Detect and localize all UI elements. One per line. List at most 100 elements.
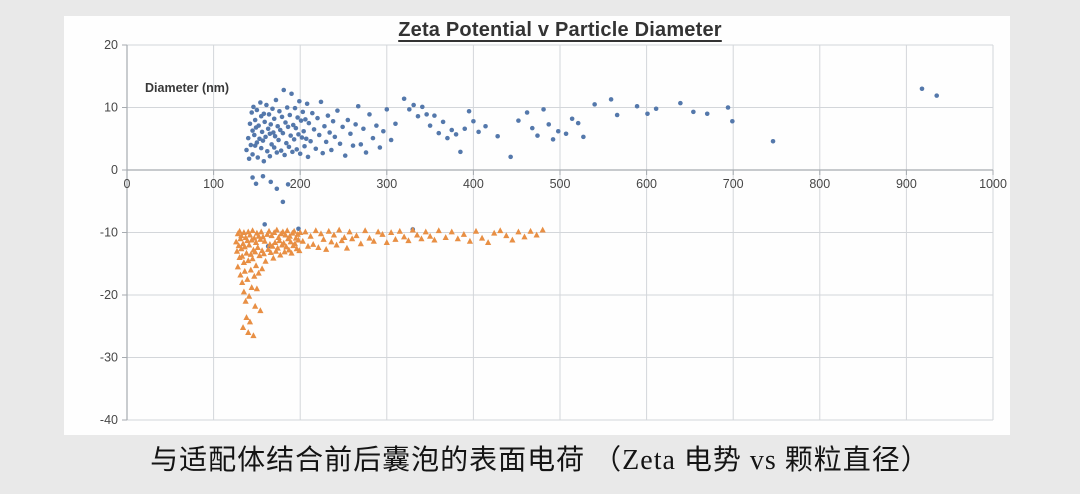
data-point-orange-triangles: [258, 228, 265, 235]
data-point-orange-triangles: [521, 233, 528, 240]
data-point-blue-dots: [297, 151, 303, 157]
data-point-blue-dots: [462, 126, 468, 132]
data-point-orange-triangles: [245, 329, 252, 335]
data-point-blue-dots: [299, 135, 305, 140]
data-point-orange-triangles: [370, 237, 377, 244]
data-point-orange-triangles: [409, 226, 416, 233]
data-point-blue-dots: [279, 114, 285, 120]
data-point-blue-dots: [476, 129, 481, 135]
x-tick-label: 400: [463, 177, 484, 191]
data-point-orange-triangles: [277, 251, 284, 258]
data-point-blue-dots: [608, 97, 614, 102]
data-point-blue-dots: [297, 98, 302, 104]
data-point-orange-triangles: [248, 236, 255, 243]
data-point-orange-triangles: [239, 279, 246, 285]
data-point-orange-triangles: [491, 229, 498, 236]
data-point-blue-dots: [253, 181, 259, 187]
data-point-blue-dots: [581, 134, 586, 140]
data-point-orange-triangles: [414, 231, 421, 238]
data-point-blue-dots: [306, 120, 312, 126]
data-point-orange-triangles: [239, 324, 247, 330]
data-point-blue-dots: [277, 127, 283, 133]
data-point-blue-dots: [273, 97, 279, 103]
x-tick-label: 600: [636, 177, 657, 191]
data-point-orange-triangles: [248, 284, 255, 290]
data-point-orange-triangles: [362, 227, 369, 234]
data-point-orange-triangles: [238, 245, 245, 252]
data-point-orange-triangles: [276, 237, 283, 244]
data-point-orange-triangles: [265, 245, 272, 252]
data-point-orange-triangles: [291, 240, 299, 247]
data-point-blue-dots: [678, 100, 683, 106]
data-point-blue-dots: [730, 118, 735, 124]
data-point-blue-dots: [361, 126, 366, 132]
data-point-blue-dots: [260, 173, 266, 179]
x-tick-label: 800: [809, 177, 830, 191]
data-point-blue-dots: [401, 96, 407, 102]
data-point-blue-dots: [276, 137, 281, 143]
data-point-blue-dots: [244, 147, 249, 153]
x-tick-label: 0: [124, 177, 131, 191]
data-point-orange-triangles: [243, 249, 250, 256]
data-point-orange-triangles: [247, 266, 254, 273]
data-point-blue-dots: [471, 118, 476, 124]
data-point-orange-triangles: [286, 232, 293, 239]
data-point-blue-dots: [332, 134, 338, 140]
data-point-orange-triangles: [244, 237, 251, 244]
data-point-blue-dots: [323, 139, 329, 145]
data-point-orange-triangles: [353, 232, 360, 239]
data-point-blue-dots: [250, 128, 255, 133]
data-point-blue-dots: [388, 137, 394, 143]
data-point-orange-triangles: [281, 248, 288, 255]
data-point-orange-triangles: [405, 237, 412, 244]
data-point-blue-dots: [265, 126, 271, 132]
data-point-orange-triangles: [302, 228, 309, 235]
data-point-orange-triangles: [246, 318, 254, 325]
data-point-blue-dots: [335, 108, 340, 113]
data-point-orange-triangles: [246, 241, 253, 248]
data-point-blue-dots: [296, 132, 301, 137]
data-point-orange-triangles: [235, 242, 242, 249]
data-point-blue-dots: [370, 135, 376, 141]
data-point-blue-dots: [432, 113, 437, 118]
data-point-blue-dots: [318, 99, 324, 105]
data-point-blue-dots: [453, 132, 459, 137]
data-point-blue-dots: [337, 141, 343, 147]
data-point-blue-dots: [327, 130, 332, 135]
data-point-orange-triangles: [251, 272, 258, 279]
data-point-orange-triangles: [240, 288, 248, 295]
data-point-blue-dots: [263, 134, 268, 140]
data-point-orange-triangles: [280, 239, 287, 246]
data-point-orange-triangles: [257, 307, 264, 314]
data-point-blue-dots: [281, 87, 287, 93]
data-point-orange-triangles: [243, 314, 250, 320]
data-point-blue-dots: [282, 152, 287, 158]
data-point-blue-dots: [303, 117, 308, 122]
data-point-blue-dots: [691, 109, 696, 115]
data-point-orange-triangles: [357, 240, 364, 247]
x-tick-label: 500: [550, 177, 571, 191]
data-point-orange-triangles: [333, 241, 340, 248]
data-point-orange-triangles: [287, 238, 294, 245]
data-point-blue-dots: [516, 118, 521, 123]
data-point-orange-triangles: [258, 265, 266, 272]
data-point-orange-triangles: [294, 230, 301, 237]
data-point-orange-triangles: [472, 227, 480, 234]
data-point-blue-dots: [374, 123, 379, 128]
data-point-orange-triangles: [272, 247, 280, 254]
data-point-orange-triangles: [379, 230, 386, 237]
data-point-blue-dots: [255, 155, 261, 160]
data-point-orange-triangles: [259, 233, 267, 240]
data-point-blue-dots: [340, 124, 345, 130]
x-tick-label: 1000: [979, 177, 1007, 191]
data-point-orange-triangles: [328, 238, 335, 245]
data-point-blue-dots: [245, 135, 251, 141]
data-point-blue-dots: [407, 107, 412, 112]
data-point-blue-dots: [252, 132, 257, 138]
data-point-orange-triangles: [249, 227, 256, 234]
data-point-blue-dots: [355, 103, 361, 109]
y-tick-label: 10: [104, 101, 118, 115]
data-point-blue-dots: [311, 127, 317, 132]
data-point-orange-triangles: [274, 244, 281, 251]
data-point-blue-dots: [330, 118, 336, 124]
